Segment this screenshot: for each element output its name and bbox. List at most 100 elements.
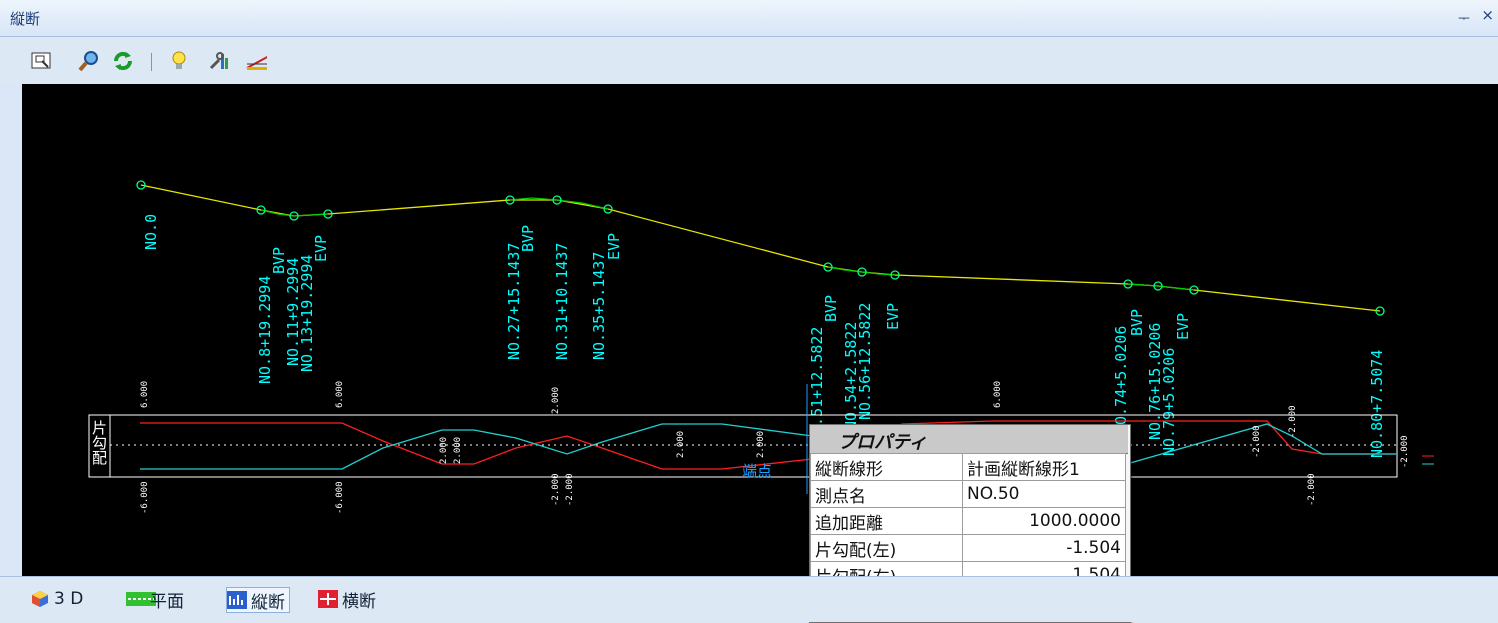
station-label: NO.80+7.5074 (1368, 350, 1386, 458)
left-slope-line (140, 420, 1397, 470)
station-label: EVP (605, 233, 623, 260)
station-label: NO.13+19.2994 (298, 255, 316, 372)
refresh-icon[interactable] (112, 50, 134, 72)
station-label: BVP (519, 225, 537, 252)
profile-icon (227, 591, 247, 609)
station-marker (289, 211, 299, 221)
property-key: 縦断線形 (810, 453, 963, 481)
plan-icon (126, 590, 156, 608)
tab-cross-section[interactable]: 横断 (318, 587, 376, 612)
slope-value-top: 6.000 (335, 381, 345, 408)
slope-value-mid: -2.000 (1252, 425, 1262, 458)
measure-icon[interactable] (245, 50, 267, 72)
station-label: EVP (1174, 313, 1192, 340)
property-key: 測点名 (810, 480, 963, 508)
slope-value-bottom: -2.000 (1307, 473, 1317, 506)
property-row: 片勾配(左) -1.504 (810, 534, 1126, 562)
station-marker (603, 204, 613, 214)
toolbar (0, 37, 1498, 83)
property-value[interactable]: 計画縦断線形1 (962, 453, 1126, 481)
profile-canvas[interactable]: NO.0 NO.8+19.2994 BVP NO.11+9.2994 NO.13… (22, 84, 1498, 576)
slope-value-mid: 2.000 (676, 431, 686, 458)
station-markers (136, 180, 1385, 316)
tab-plan[interactable]: 平面 (126, 587, 184, 612)
station-marker (136, 180, 146, 190)
toolbar-separator (151, 53, 152, 71)
superelevation-label: 片勾配 (90, 420, 108, 465)
slope-value-mid: 2.000 (453, 437, 463, 464)
slope-value-bottom: -6.000 (335, 481, 345, 514)
station-label: NO.31+10.1437 (553, 243, 571, 360)
station-label: BVP (822, 295, 840, 322)
station-label: BVP (1128, 309, 1146, 336)
property-value[interactable]: NO.50 (962, 480, 1126, 508)
slope-value-bottom: -2.000 (551, 473, 561, 506)
slope-value-mid: 2.000 (439, 437, 449, 464)
station-label: EVP (884, 303, 902, 330)
slope-value-top: 6.000 (993, 381, 1003, 408)
property-key: 片勾配(左) (810, 534, 963, 562)
tab-label: 縦断 (251, 592, 285, 613)
slope-value-bottom: -2.000 (565, 473, 575, 506)
left-strip (0, 84, 22, 576)
slope-value-top: 6.000 (140, 381, 150, 408)
station-label: NO.56+12.5822 (856, 303, 874, 420)
station-marker (1123, 279, 1133, 289)
superelevation-label-group: 片勾配 (90, 420, 108, 465)
slope-value-mid: -2.000 (1288, 405, 1298, 438)
station-label: NO.11+9.2994 (284, 258, 302, 366)
station-label: NO.27+15.1437 (505, 243, 523, 360)
property-header: プロパティ (810, 425, 1128, 454)
station-label: NO.54+2.5822 (842, 322, 860, 430)
station-label: NO.79+5.0206 (1160, 348, 1178, 456)
right-slope-line (140, 423, 1397, 472)
vertical-curve-1 (260, 209, 329, 217)
superelevation-box (88, 414, 1398, 478)
lightbulb-icon[interactable] (168, 50, 190, 72)
property-value[interactable]: -1.504 (962, 534, 1126, 562)
slope-value-bottom: -6.000 (140, 481, 150, 514)
end-point-label: 端点 (742, 462, 772, 480)
pin-icon[interactable]: ᅮ (1458, 12, 1470, 27)
tab-label: 平面 (150, 591, 184, 612)
slope-value-mid: 2.000 (756, 431, 766, 458)
zoom-window-icon[interactable] (30, 50, 52, 72)
station-marker (890, 270, 900, 280)
slope-value-top: 2.000 (551, 387, 561, 414)
station-marker (505, 195, 515, 205)
station-label: NO.8+19.2994 (256, 276, 274, 384)
station-label: NO.0 (142, 214, 160, 250)
window-title: 縦断 (10, 10, 41, 28)
station-marker (1375, 306, 1385, 316)
view-tabs: 3 D 平面 縦断 横断 (0, 576, 1498, 622)
property-row: 測点名 NO.50 (810, 480, 1126, 508)
tab-label: 横断 (342, 591, 376, 612)
station-label: EVP (312, 235, 330, 262)
slope-value-mid: -2.000 (1400, 435, 1410, 468)
tab-3d[interactable]: 3 D (30, 587, 83, 611)
property-value[interactable]: 1000.0000 (962, 507, 1126, 535)
property-title: プロパティ (838, 432, 927, 453)
cross-section-icon (318, 590, 338, 608)
station-marker (323, 209, 333, 219)
settings-icon[interactable] (208, 50, 230, 72)
property-key: 追加距離 (810, 507, 963, 535)
tab-label: 3 D (54, 589, 84, 609)
magnifier-icon[interactable] (78, 50, 100, 72)
station-label: NO.76+15.0206 (1146, 323, 1164, 440)
property-row: 追加距離 1000.0000 (810, 507, 1126, 535)
vertical-curve-4 (1127, 283, 1195, 291)
profile-drawing: NO.0 NO.8+19.2994 BVP NO.11+9.2994 NO.13… (88, 180, 1434, 514)
vertical-curve-2 (509, 197, 609, 210)
station-marker (552, 195, 562, 205)
close-icon[interactable]: × (1481, 6, 1494, 24)
tab-profile[interactable]: 縦断 (226, 587, 290, 613)
station-marker (857, 267, 867, 277)
station-marker (1189, 285, 1199, 295)
station-marker (1153, 281, 1163, 291)
station-label: NO.74+5.0206 (1112, 326, 1130, 434)
cube-icon (30, 590, 50, 608)
slope-values: 6.000 6.000 2.000 6.000 2.000 2.000 2.00… (140, 381, 1410, 514)
window-titlebar: 縦断 ᅮ × (0, 0, 1498, 37)
property-row: 縦断線形 計画縦断線形1 (810, 453, 1126, 481)
